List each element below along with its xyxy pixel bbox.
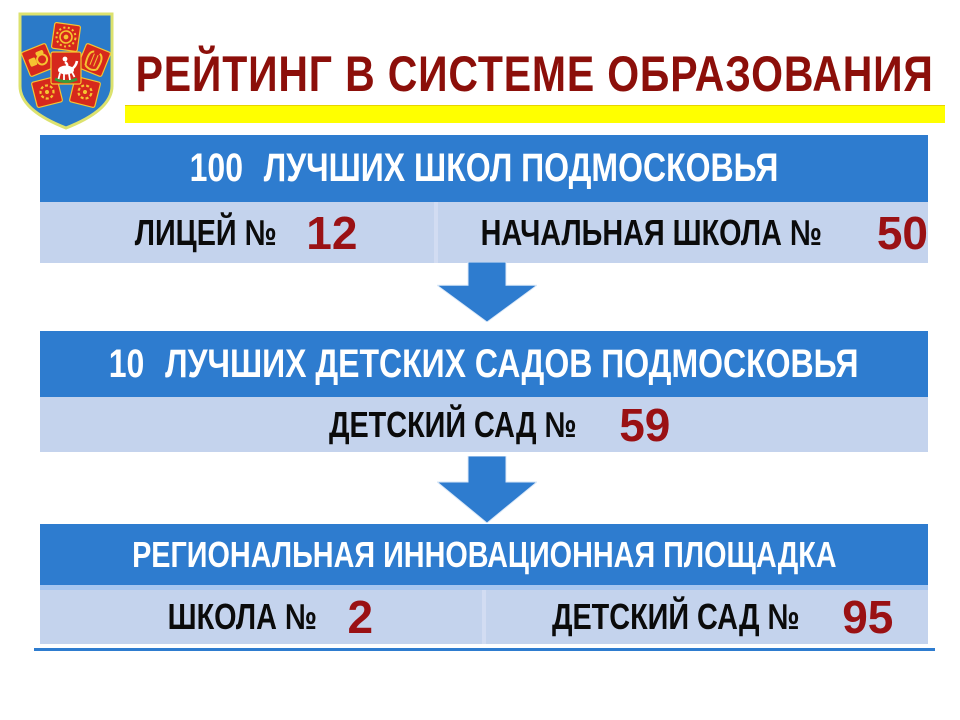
block-best-kindergartens: 10 ЛУЧШИХ ДЕТСКИХ САДОВ ПОДМОСКОВЬЯ ДЕТС… [40,331,928,452]
title-underline [125,105,945,123]
cell-lyceum: ЛИЦЕЙ № 12 [40,202,434,263]
header-label: ЛУЧШИХ ДЕТСКИХ САДОВ ПОДМОСКОВЬЯ [165,341,859,386]
cell-label: ШКОЛА № [167,596,317,637]
bottom-rule [34,648,935,651]
cell-number: 12 [306,206,358,259]
cell-number: 2 [347,591,374,643]
cell-school: ШКОЛА № 2 [40,590,482,644]
cell-number: 95 [842,591,894,643]
cell-kindergarten-95: ДЕТСКИЙ САД № 95 [482,590,928,644]
coat-of-arms-icon [10,8,122,134]
cell-label: НАЧАЛЬНАЯ ШКОЛА № [480,211,823,253]
block-innovation-platform-row: ШКОЛА № 2 ДЕТСКИЙ САД № 95 [40,590,928,644]
block-innovation-platform-header: РЕГИОНАЛЬНАЯ ИННОВАЦИОННАЯ ПЛОЩАДКА [40,524,928,585]
header-label: ЛУЧШИХ ШКОЛ ПОДМОСКОВЬЯ [263,146,779,190]
cell-label: ЛИЦЕЙ № [134,211,277,253]
cell-kindergarten: ДЕТСКИЙ САД № 59 [40,397,928,452]
cell-label: ДЕТСКИЙ САД № [551,596,800,637]
block-best-schools: 100 ЛУЧШИХ ШКОЛ ПОДМОСКОВЬЯ ЛИЦЕЙ № 12 Н… [40,135,928,263]
block-innovation-platform: РЕГИОНАЛЬНАЯ ИННОВАЦИОННАЯ ПЛОЩАДКА ШКОЛ… [40,524,928,644]
cell-label: ДЕТСКИЙ САД № [328,403,577,445]
block-best-schools-row: ЛИЦЕЙ № 12 НАЧАЛЬНАЯ ШКОЛА № 50 [40,202,928,263]
cell-number: 59 [619,398,671,451]
header-number: 10 [109,341,145,386]
block-best-kindergartens-header: 10 ЛУЧШИХ ДЕТСКИХ САДОВ ПОДМОСКОВЬЯ [40,331,928,397]
block-best-kindergartens-row: ДЕТСКИЙ САД № 59 [40,397,928,452]
down-arrow-icon [435,455,539,524]
block-best-schools-header: 100 ЛУЧШИХ ШКОЛ ПОДМОСКОВЬЯ [40,135,928,202]
cell-primary-school: НАЧАЛЬНАЯ ШКОЛА № 50 [434,202,928,263]
header-row-separator [40,585,928,590]
cell-number: 50 [876,206,928,259]
header-label: РЕГИОНАЛЬНАЯ ИННОВАЦИОННАЯ ПЛОЩАДКА [131,533,837,575]
page-title: РЕЙТИНГ В СИСТЕМЕ ОБРАЗОВАНИЯ [125,46,945,102]
down-arrow-icon [435,261,539,323]
page-title-text: РЕЙТИНГ В СИСТЕМЕ ОБРАЗОВАНИЯ [135,46,935,102]
header-number: 100 [189,146,243,190]
